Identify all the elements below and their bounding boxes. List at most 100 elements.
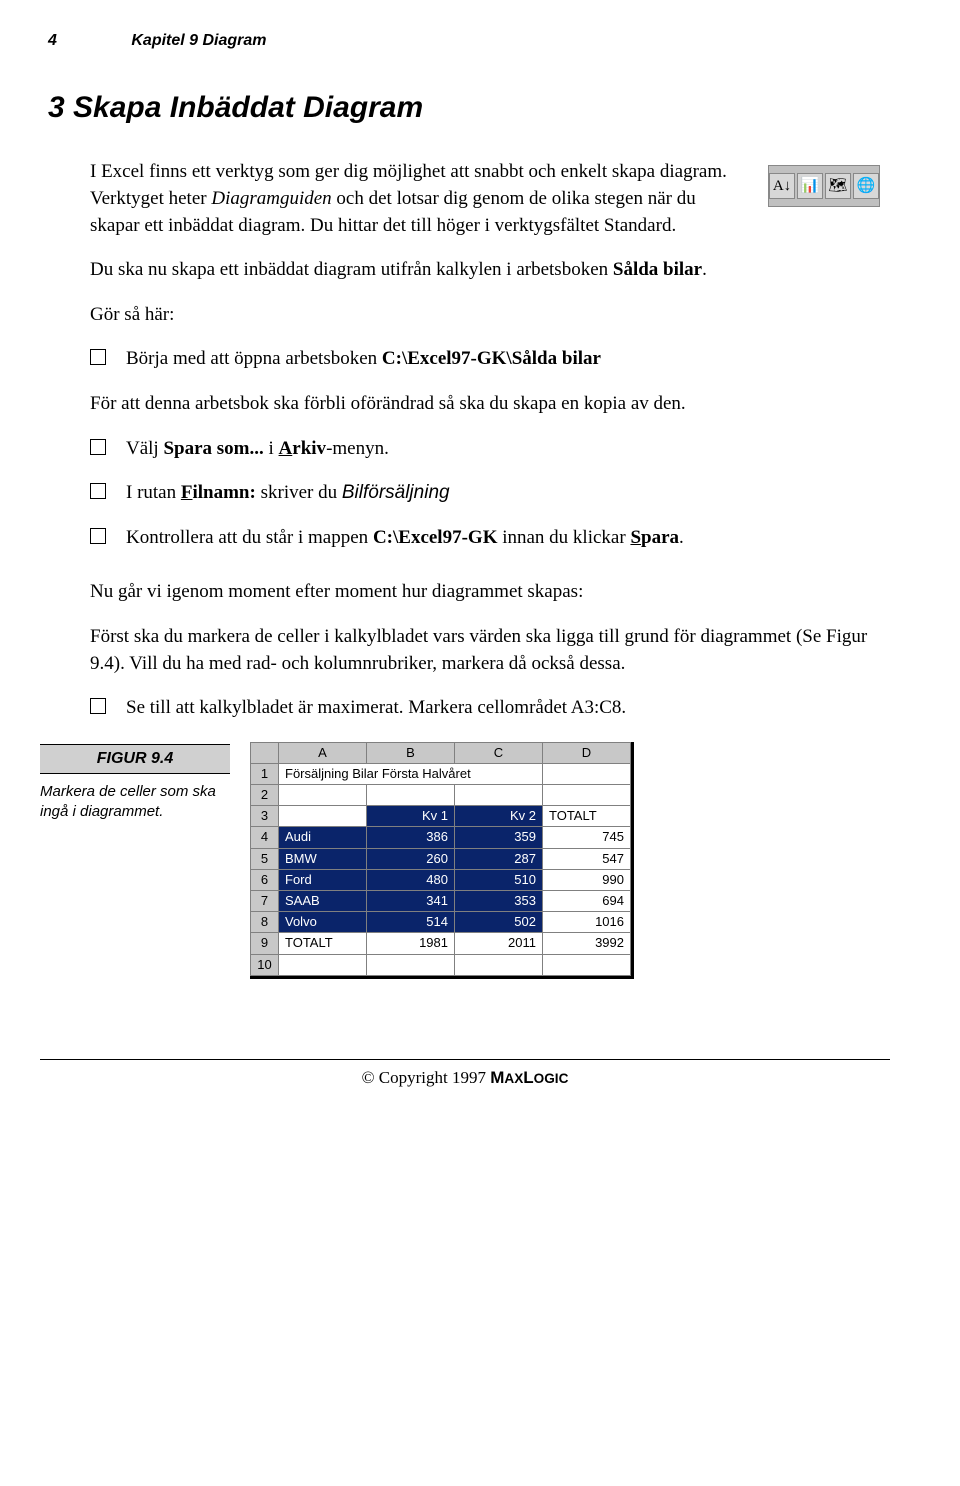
paragraph-3: För att denna arbetsbok ska förbli oförä…: [90, 391, 880, 418]
c-b2: [367, 785, 455, 806]
step-maximize-select: Se till att kalkylbladet är maximerat. M…: [90, 695, 880, 722]
li2e: rkiv: [292, 438, 326, 459]
row-10-hdr: 10: [251, 954, 279, 975]
c-d4: 745: [543, 827, 631, 848]
c-a10: [279, 954, 367, 975]
row-8-hdr: 8: [251, 912, 279, 933]
c-c2: [455, 785, 543, 806]
c-c6: 510: [455, 869, 543, 890]
li2c: i: [264, 438, 279, 459]
c-a5: BMW: [279, 848, 367, 869]
row-7-hdr: 7: [251, 891, 279, 912]
c-d7: 694: [543, 891, 631, 912]
c-d8: 1016: [543, 912, 631, 933]
c-b4: 386: [367, 827, 455, 848]
col-B: B: [367, 742, 455, 763]
step-open-workbook: Börja med att öppna arbetsboken C:\Excel…: [90, 346, 880, 373]
p2c: .: [702, 259, 707, 280]
copyright-text: © Copyright 1997: [362, 1068, 491, 1087]
c-a3: [279, 806, 367, 827]
toolbar-icons: A↓ 📊 🗺 🌐: [768, 165, 880, 207]
li3e: Bilförsäljning: [342, 482, 450, 503]
c-b3: Kv 1: [367, 806, 455, 827]
row-6-hdr: 6: [251, 869, 279, 890]
li3b: F: [181, 482, 193, 503]
maxlogic-logo: MAXLOGIC: [490, 1068, 568, 1087]
step-list-1: Börja med att öppna arbetsboken C:\Excel…: [90, 346, 880, 373]
c-a4: Audi: [279, 827, 367, 848]
c-a8: Volvo: [279, 912, 367, 933]
c-a2: [279, 785, 367, 806]
title-cell: Försäljning Bilar Första Halvåret: [279, 763, 543, 784]
row-4-hdr: 4: [251, 827, 279, 848]
step-check-folder: Kontrollera att du står i mappen C:\Exce…: [90, 525, 880, 552]
paragraph-2: Du ska nu skapa ett inbäddat diagram uti…: [90, 257, 880, 284]
li4d: S: [630, 527, 641, 548]
c-d9: 3992: [543, 933, 631, 954]
li2b: Spara som...: [163, 438, 263, 459]
row-2-hdr: 2: [251, 785, 279, 806]
globe-icon: 🌐: [853, 173, 879, 199]
c-c5: 287: [455, 848, 543, 869]
col-A: A: [279, 742, 367, 763]
chart-icon: 📊: [797, 173, 823, 199]
c-c4: 359: [455, 827, 543, 848]
step-list-3: Se till att kalkylbladet är maximerat. M…: [90, 695, 880, 722]
c-b5: 260: [367, 848, 455, 869]
c-c8: 502: [455, 912, 543, 933]
page-number: 4: [48, 32, 57, 49]
c-a6: Ford: [279, 869, 367, 890]
map-icon: 🗺: [825, 173, 851, 199]
intro-text-b: Diagramguiden: [211, 188, 331, 209]
c-c10: [455, 954, 543, 975]
cell-d1: [543, 763, 631, 784]
c-b8: 514: [367, 912, 455, 933]
figure-row: FIGUR 9.4 Markera de celler som ska ingå…: [40, 742, 890, 979]
corner-cell: [251, 742, 279, 763]
li4f: .: [679, 527, 684, 548]
row-5-hdr: 5: [251, 848, 279, 869]
p2b: Sålda bilar: [613, 259, 702, 280]
figure-caption: Markera de celler som ska ingå i diagram…: [40, 782, 230, 821]
c-d2: [543, 785, 631, 806]
paragraph-4: Nu går vi igenom moment efter moment hur…: [90, 579, 880, 606]
li2a: Välj: [126, 438, 163, 459]
li2d: A: [279, 438, 293, 459]
page-footer: © Copyright 1997 MAXLOGIC: [40, 1059, 890, 1090]
p2a: Du ska nu skapa ett inbäddat diagram uti…: [90, 259, 613, 280]
col-C: C: [455, 742, 543, 763]
intro-paragraph: I Excel finns ett verktyg som ger dig mö…: [90, 159, 744, 239]
c-b6: 480: [367, 869, 455, 890]
col-D: D: [543, 742, 631, 763]
li4a: Kontrollera att du står i mappen: [126, 527, 373, 548]
li4b: C:\Excel97-GK: [373, 527, 498, 548]
az-sort-icon: A↓: [769, 173, 795, 199]
c-b10: [367, 954, 455, 975]
c-d6: 990: [543, 869, 631, 890]
li4e: para: [641, 527, 679, 548]
step-list-2: Välj Spara som... i Arkiv-menyn. I rutan…: [90, 436, 880, 552]
step-filename: I rutan Filnamn: skriver du Bilförsäljni…: [90, 480, 880, 507]
row-3-hdr: 3: [251, 806, 279, 827]
li3d: skriver du: [256, 482, 342, 503]
section-title: 3 Skapa Inbäddat Diagram: [40, 87, 890, 129]
li4c: innan du klickar: [497, 527, 630, 548]
c-a7: SAAB: [279, 891, 367, 912]
c-d10: [543, 954, 631, 975]
c-d5: 547: [543, 848, 631, 869]
excel-table: A B C D 1 Försäljning Bilar Första Halvå…: [250, 742, 631, 976]
paragraph-5: Först ska du markera de celler i kalkylb…: [90, 624, 880, 677]
row-9-hdr: 9: [251, 933, 279, 954]
row-1-hdr: 1: [251, 763, 279, 784]
c-b9: 1981: [367, 933, 455, 954]
gor-sa-har: Gör så här:: [90, 302, 880, 329]
li3a: I rutan: [126, 482, 181, 503]
li2f: -menyn.: [326, 438, 389, 459]
c-c7: 353: [455, 891, 543, 912]
li1b: C:\Excel97-GK\Sålda bilar: [382, 348, 601, 369]
c-d3: TOTALT: [543, 806, 631, 827]
figure-label: FIGUR 9.4: [40, 744, 230, 774]
page-header: 4 Kapitel 9 Diagram: [40, 30, 890, 52]
c-b7: 341: [367, 891, 455, 912]
c-c3: Kv 2: [455, 806, 543, 827]
